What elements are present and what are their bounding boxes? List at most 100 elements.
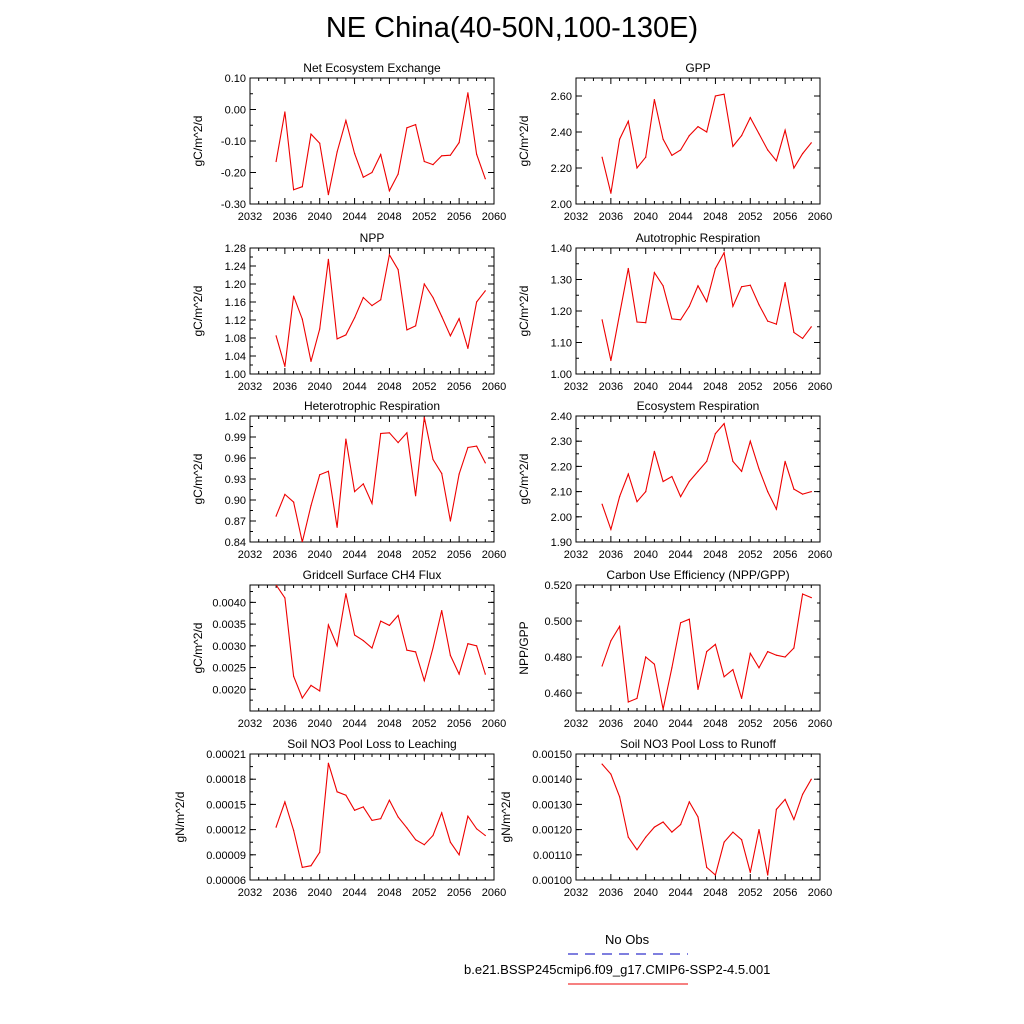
- panel-1: Net Ecosystem Exchange 2032 2036 2040 2044 20…: [191, 61, 506, 223]
- data-point: [284, 801, 286, 803]
- data-point: [732, 305, 734, 307]
- data-point: [423, 283, 425, 285]
- data-point: [714, 643, 717, 646]
- y-tick-label: 1.20: [225, 279, 246, 291]
- data-point: [627, 473, 629, 475]
- data-point: [310, 505, 312, 507]
- data-point: [758, 468, 760, 470]
- data-point: [310, 684, 312, 687]
- data-point: [793, 647, 795, 649]
- data-point: [275, 160, 277, 163]
- data-point: [484, 462, 486, 464]
- data-point: [601, 503, 603, 505]
- x-tick-label: 2036: [273, 718, 297, 730]
- data-point: [449, 654, 451, 657]
- data-point: [749, 871, 751, 874]
- data-point: [749, 117, 751, 119]
- x-tick-label: 2052: [738, 211, 762, 223]
- data-point: [397, 442, 399, 444]
- data-point: [636, 321, 638, 323]
- y-tick-label: 2.10: [551, 487, 572, 499]
- y-tick-label: 0.0030: [212, 641, 246, 653]
- data-point: [415, 651, 417, 653]
- series-line: [275, 417, 486, 542]
- data-point: [662, 285, 664, 287]
- x-tick-label: 2056: [447, 211, 471, 223]
- y-tick-label: 2.40: [551, 127, 572, 139]
- y-tick-label: 1.02: [225, 411, 246, 423]
- x-tick-label: 2052: [412, 381, 436, 393]
- y-tick-label: 1.30: [551, 275, 572, 287]
- data-point: [714, 433, 717, 435]
- data-point: [671, 667, 673, 669]
- data-point: [476, 445, 478, 447]
- y-tick-label: 0.00012: [206, 825, 246, 837]
- plot-frame: [575, 584, 821, 712]
- data-point: [688, 305, 690, 307]
- data-point: [301, 697, 303, 699]
- y-tick-label: 1.20: [551, 306, 572, 318]
- data-point: [706, 651, 708, 653]
- y-tick-label: 1.08: [225, 333, 246, 345]
- legend-model-label: b.e21.BSSP245cmip6.f09_g17.CMIP6-SSP2-4.…: [464, 962, 771, 977]
- x-tick-label: 2052: [738, 718, 762, 730]
- data-point: [449, 154, 451, 156]
- series-line: [275, 763, 486, 869]
- data-point: [601, 319, 603, 321]
- x-tick-label: 2040: [307, 887, 331, 899]
- x-tick-label: 2048: [703, 549, 727, 561]
- data-point: [293, 829, 295, 832]
- y-axis-label: gC/m^2/d: [191, 116, 205, 167]
- data-point: [775, 654, 778, 656]
- x-tick-label: 2048: [377, 887, 401, 899]
- data-point: [601, 156, 603, 158]
- data-point: [484, 290, 486, 292]
- x-tick-label: 2056: [773, 381, 797, 393]
- y-tick-label: 0.93: [225, 474, 246, 486]
- y-tick-label: 0.00018: [206, 774, 246, 786]
- x-tick-label: 2036: [599, 549, 623, 561]
- x-tick-label: 2056: [447, 887, 471, 899]
- data-point: [275, 515, 277, 517]
- data-point: [671, 154, 673, 156]
- data-point: [793, 331, 795, 333]
- data-point: [775, 323, 778, 325]
- data-point: [293, 189, 295, 191]
- x-tick-label: 2060: [482, 211, 506, 223]
- data-point: [380, 432, 382, 435]
- data-point: [714, 874, 717, 876]
- data-point: [680, 319, 682, 321]
- x-tick-label: 2044: [668, 549, 692, 561]
- data-point: [319, 690, 321, 692]
- x-tick-label: 2036: [273, 887, 297, 899]
- data-point: [371, 819, 373, 822]
- x-tick-label: 2056: [773, 718, 797, 730]
- data-point: [706, 866, 708, 869]
- y-tick-label: 1.16: [225, 297, 246, 309]
- y-tick-label: 0.87: [225, 516, 246, 528]
- y-tick-label: -0.10: [221, 136, 246, 148]
- x-tick-label: 2040: [307, 549, 331, 561]
- data-point: [697, 470, 699, 472]
- series-line: [601, 763, 812, 876]
- data-point: [784, 282, 786, 284]
- plot-frame: [575, 247, 821, 375]
- y-axis-label: gC/m^2/d: [191, 286, 205, 337]
- data-point: [697, 285, 699, 287]
- x-tick-label: 2040: [633, 718, 657, 730]
- data-point: [636, 849, 638, 851]
- data-point: [810, 597, 812, 599]
- data-point: [415, 124, 417, 126]
- panel-title: Carbon Use Efficiency (NPP/GPP): [606, 568, 789, 582]
- data-point: [301, 186, 303, 188]
- x-tick-label: 2032: [238, 887, 262, 899]
- data-point: [476, 828, 478, 830]
- x-tick-label: 2040: [307, 211, 331, 223]
- x-tick-label: 2032: [564, 381, 588, 393]
- data-point: [732, 460, 734, 462]
- data-point: [636, 697, 638, 700]
- data-point: [610, 773, 612, 775]
- y-tick-label: 0.90: [225, 495, 246, 507]
- y-tick-label: 0.00140: [532, 774, 572, 786]
- y-tick-label: 1.00: [225, 369, 246, 381]
